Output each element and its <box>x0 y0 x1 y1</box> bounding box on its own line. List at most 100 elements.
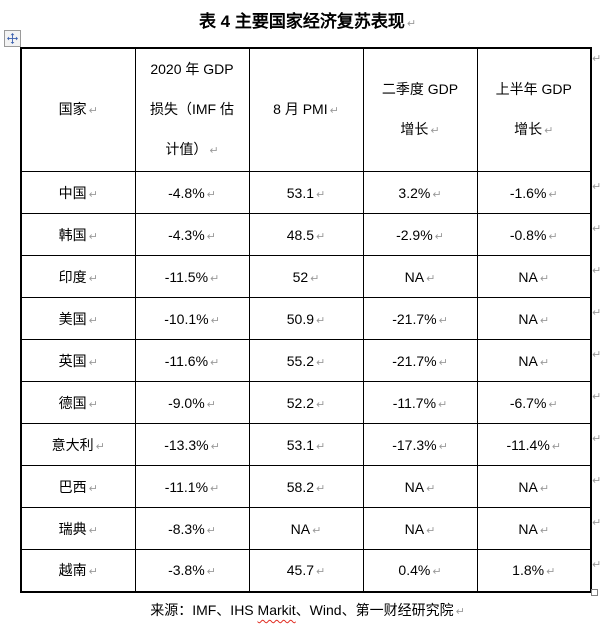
cell-end-mark: ↵ <box>548 229 558 243</box>
cell-end-mark: ↵ <box>438 313 448 327</box>
h1-gdp-cell[interactable]: NA ↵ <box>476 255 592 298</box>
country-cell[interactable]: 德国 ↵ <box>20 381 136 424</box>
cell-end-mark: ↵ <box>210 313 220 327</box>
gdp-loss-cell[interactable]: -11.6% ↵ <box>134 339 250 382</box>
table-move-handle[interactable] <box>4 30 21 47</box>
cell-end-mark: ↵ <box>210 271 220 285</box>
h1-gdp-cell[interactable]: -0.8% ↵ <box>476 213 592 256</box>
h1-gdp-cell[interactable]: 1.8% ↵ <box>476 549 592 592</box>
table-caption[interactable]: 表 4 主要国家经济复苏表现 ↵ <box>0 7 615 32</box>
gdp-loss-cell[interactable]: -13.3% ↵ <box>134 423 250 466</box>
q2-gdp-cell[interactable]: 3.2% ↵ <box>362 171 478 214</box>
gdp-loss-cell[interactable]: -3.8% ↵ <box>134 549 250 592</box>
table-row-brazil: 巴西 ↵ -11.1% ↵ 58.2 ↵ NA ↵ NA ↵ <box>20 465 592 508</box>
gdp-loss-cell[interactable]: -4.8% ↵ <box>134 171 250 214</box>
header-cell-q2-gdp[interactable]: 二季度 GDP 增长 ↵ <box>362 47 478 172</box>
row-end-mark: ↵ <box>592 390 602 403</box>
cell-end-mark: ↵ <box>206 187 216 201</box>
country-cell[interactable]: 巴西 ↵ <box>20 465 136 508</box>
header-cell-gdp-loss[interactable]: 2020 年 GDP 损失（IMF 估 计值） ↵ <box>134 47 250 172</box>
country-cell[interactable]: 韩国 ↵ <box>20 213 136 256</box>
cell-end-mark: ↵ <box>426 271 436 285</box>
country-cell[interactable]: 美国 ↵ <box>20 297 136 340</box>
country-cell[interactable]: 意大利 ↵ <box>20 423 136 466</box>
cell-end-mark: ↵ <box>312 523 322 537</box>
pmi-cell[interactable]: 55.2 ↵ <box>248 339 364 382</box>
gdp-loss-cell[interactable]: -11.1% ↵ <box>134 465 250 508</box>
cell-end-mark: ↵ <box>88 523 98 537</box>
table-row-italy: 意大利 ↵ -13.3% ↵ 53.1 ↵ -17.3% ↵ -11.4% ↵ <box>20 423 592 466</box>
h1-gdp-cell[interactable]: NA ↵ <box>476 297 592 340</box>
move-arrows-icon <box>7 33 18 44</box>
cell-end-mark: ↵ <box>88 355 98 369</box>
h1-gdp-cell[interactable]: -1.6% ↵ <box>476 171 592 214</box>
country-cell[interactable]: 中国 ↵ <box>20 171 136 214</box>
cell-end-mark: ↵ <box>544 124 554 137</box>
cell-end-mark: ↵ <box>434 229 444 243</box>
row-end-mark: ↵ <box>592 264 602 277</box>
table-row-germany: 德国 ↵ -9.0% ↵ 52.2 ↵ -11.7% ↵ -6.7% ↵ <box>20 381 592 424</box>
q2-gdp-cell[interactable]: NA ↵ <box>362 255 478 298</box>
pmi-cell[interactable]: 52 ↵ <box>248 255 364 298</box>
cell-end-mark: ↵ <box>95 439 105 453</box>
q2-gdp-cell[interactable]: -17.3% ↵ <box>362 423 478 466</box>
q2-gdp-cell[interactable]: -2.9% ↵ <box>362 213 478 256</box>
cell-end-mark: ↵ <box>539 523 550 537</box>
country-cell[interactable]: 英国 ↵ <box>20 339 136 382</box>
pmi-cell[interactable]: NA ↵ <box>248 507 364 550</box>
cell-end-mark: ↵ <box>206 229 216 243</box>
table-caption-text: 表 4 主要国家经济复苏表现 <box>198 12 405 31</box>
cell-end-mark: ↵ <box>88 565 98 579</box>
pmi-cell[interactable]: 52.2 ↵ <box>248 381 364 424</box>
cell-end-mark: ↵ <box>539 271 550 285</box>
q2-gdp-cell[interactable]: -11.7% ↵ <box>362 381 478 424</box>
header-cell-country[interactable]: 国家 ↵ <box>20 47 136 172</box>
h1-gdp-cell[interactable]: NA ↵ <box>476 507 592 550</box>
q2-gdp-cell[interactable]: -21.7% ↵ <box>362 297 478 340</box>
cell-end-mark: ↵ <box>430 124 440 137</box>
q2-gdp-cell[interactable]: 0.4% ↵ <box>362 549 478 592</box>
pmi-cell[interactable]: 53.1 ↵ <box>248 171 364 214</box>
pmi-cell[interactable]: 48.5 ↵ <box>248 213 364 256</box>
cell-end-mark: ↵ <box>316 355 326 369</box>
q2-gdp-cell[interactable]: -21.7% ↵ <box>362 339 478 382</box>
gdp-loss-cell[interactable]: -8.3% ↵ <box>134 507 250 550</box>
country-cell[interactable]: 越南 ↵ <box>20 549 136 592</box>
h1-gdp-cell[interactable]: -6.7% ↵ <box>476 381 592 424</box>
cell-end-mark: ↵ <box>88 271 98 285</box>
gdp-loss-cell[interactable]: -9.0% ↵ <box>134 381 250 424</box>
gdp-loss-cell[interactable]: -4.3% ↵ <box>134 213 250 256</box>
header-row: 国家 ↵ 2020 年 GDP 损失（IMF 估 计值） ↵ 8 月 PMI ↵ 二季… <box>20 47 592 172</box>
cell-end-mark: ↵ <box>539 481 550 495</box>
cell-end-mark: ↵ <box>88 481 98 495</box>
q2-gdp-cell[interactable]: NA ↵ <box>362 507 478 550</box>
row-end-mark: ↵ <box>592 52 602 65</box>
country-cell[interactable]: 印度 ↵ <box>20 255 136 298</box>
cell-end-mark: ↵ <box>88 229 98 243</box>
cell-end-mark: ↵ <box>210 439 220 453</box>
header-cell-august-pmi[interactable]: 8 月 PMI ↵ <box>248 47 364 172</box>
h1-gdp-cell[interactable]: -11.4% ↵ <box>476 423 592 466</box>
cell-end-mark: ↵ <box>316 481 326 495</box>
pmi-cell[interactable]: 58.2 ↵ <box>248 465 364 508</box>
source-note[interactable]: 来源：IMF、IHS Markit、Wind、第一财经研究院 ↵ <box>0 600 615 620</box>
pmi-cell[interactable]: 53.1 ↵ <box>248 423 364 466</box>
paragraph-mark: ↵ <box>406 17 417 30</box>
h1-gdp-cell[interactable]: NA ↵ <box>476 339 592 382</box>
gdp-loss-cell[interactable]: -10.1% ↵ <box>134 297 250 340</box>
q2-gdp-cell[interactable]: NA ↵ <box>362 465 478 508</box>
cell-end-mark: ↵ <box>88 313 98 327</box>
table-resize-handle[interactable] <box>591 589 598 596</box>
h1-gdp-cell[interactable]: NA ↵ <box>476 465 592 508</box>
country-cell[interactable]: 瑞典 ↵ <box>20 507 136 550</box>
cell-end-mark: ↵ <box>316 439 326 453</box>
header-cell-h1-gdp[interactable]: 上半年 GDP 增长 ↵ <box>476 47 592 172</box>
cell-end-mark: ↵ <box>539 313 550 327</box>
pmi-cell[interactable]: 45.7 ↵ <box>248 549 364 592</box>
cell-end-mark: ↵ <box>316 313 326 327</box>
pmi-cell[interactable]: 50.9 ↵ <box>248 297 364 340</box>
gdp-loss-cell[interactable]: -11.5% ↵ <box>134 255 250 298</box>
row-end-mark: ↵ <box>592 180 602 193</box>
row-end-mark: ↵ <box>592 474 602 487</box>
